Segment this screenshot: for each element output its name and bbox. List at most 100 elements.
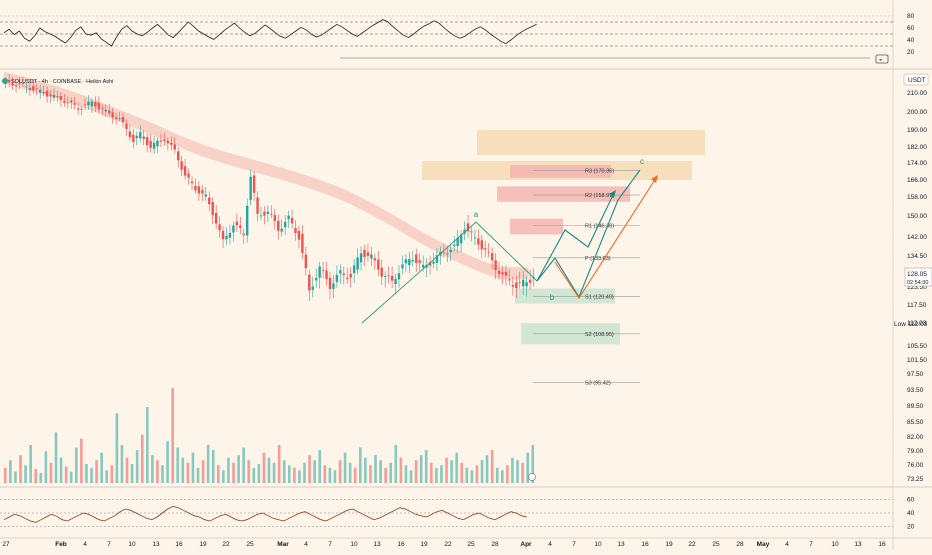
volume-bar xyxy=(110,465,114,483)
volume-bar xyxy=(262,452,266,483)
price-tick-label: 93.50 xyxy=(907,387,924,394)
candle-body xyxy=(73,103,76,105)
volume-bar xyxy=(435,467,438,483)
volume-bar xyxy=(227,457,230,483)
price-panel xyxy=(0,70,893,487)
candle-body xyxy=(156,140,159,147)
candle-body xyxy=(21,82,25,84)
time-tick-label: Mar xyxy=(277,541,289,548)
symbol-line: SOLUSDT · 4h · COINBASE · Heikin Ashi xyxy=(11,79,113,85)
candle-body xyxy=(177,151,180,161)
time-tick-label: 4 xyxy=(785,541,789,548)
oscillator-line xyxy=(3,505,527,523)
candle-body xyxy=(280,228,283,232)
candle-body xyxy=(145,137,149,146)
candle-body xyxy=(394,278,397,285)
candle-body xyxy=(311,286,314,290)
volume-bar xyxy=(130,464,134,483)
candle-body xyxy=(142,136,145,139)
candle-body xyxy=(453,244,456,247)
volume-bar xyxy=(140,434,144,483)
candle-body xyxy=(415,254,418,264)
time-tick-label: 22 xyxy=(688,541,696,548)
price-tick-label: 190.00 xyxy=(907,127,927,134)
time-tick-label: 7 xyxy=(107,541,111,548)
volume-bar xyxy=(156,460,159,483)
volume-bar xyxy=(450,460,453,483)
candle-body xyxy=(432,261,435,264)
candle-body xyxy=(187,173,190,178)
candle-body xyxy=(152,142,156,149)
price-tick-label: 101.50 xyxy=(907,357,927,364)
volume-bar xyxy=(120,445,124,483)
volume-bar xyxy=(531,445,535,483)
price-tick-label: 76.00 xyxy=(907,462,924,469)
time-tick-label: 16 xyxy=(641,541,649,548)
volume-bar xyxy=(369,465,372,483)
candle-body xyxy=(163,139,166,142)
time-tick-label: 25 xyxy=(246,541,254,548)
candle-body xyxy=(225,235,228,240)
last-price-tag: 128.05 02:54:30 xyxy=(904,267,932,287)
low-marker: Low 112.03 xyxy=(894,321,928,328)
volume-bar xyxy=(242,447,245,483)
candle-body xyxy=(149,140,152,148)
candle-body xyxy=(446,253,449,255)
candle-body xyxy=(442,252,446,254)
candle-body xyxy=(18,83,21,84)
candle-body xyxy=(508,279,511,281)
time-tick-label: 27 xyxy=(2,541,10,548)
candle-body xyxy=(228,232,232,238)
resistance-zone xyxy=(510,218,563,235)
rsi-tick-label: 80 xyxy=(907,13,915,20)
currency-badge[interactable]: USDT xyxy=(903,73,929,86)
volume-bar xyxy=(201,460,205,483)
volume-bar xyxy=(353,467,357,483)
candle-body xyxy=(39,89,42,93)
candle-body xyxy=(456,237,459,247)
projection-arrowhead xyxy=(651,175,658,183)
rsi-tick-label: 40 xyxy=(907,37,915,44)
pivot-label: S1 (120.40) xyxy=(585,294,614,300)
volume-bar xyxy=(485,455,489,483)
volume-bar xyxy=(303,462,306,483)
candle-body xyxy=(349,273,352,278)
volume-info-icon[interactable] xyxy=(528,473,536,481)
price-tick-label: 142.00 xyxy=(907,234,927,241)
resistance-zone xyxy=(510,165,611,178)
price-tick-label: 210.00 xyxy=(907,90,927,97)
volume-bar xyxy=(151,455,154,483)
candle-body xyxy=(204,194,207,197)
candle-body xyxy=(473,237,477,239)
volume-bar xyxy=(115,413,119,483)
price-tick-label: 89.50 xyxy=(907,403,924,410)
rsi-tick-label: 60 xyxy=(907,25,915,32)
price-tick-label: 174.00 xyxy=(907,160,927,167)
candle-body xyxy=(90,101,94,107)
volume-bar xyxy=(4,467,7,483)
time-tick-label: 10 xyxy=(350,541,358,548)
volume-bar xyxy=(54,432,58,483)
volume-bar xyxy=(29,445,32,483)
candle-body xyxy=(283,221,287,228)
projection-orange-path xyxy=(554,177,657,300)
candle-body xyxy=(328,277,332,289)
candle-body xyxy=(121,117,125,123)
candle-body xyxy=(101,108,104,110)
candle-body xyxy=(66,102,69,104)
candle-body xyxy=(301,233,304,254)
price-tick-label: 97.50 xyxy=(907,371,924,378)
symbol-header[interactable]: SOLUSDT · 4h · COINBASE · Heikin Ashi xyxy=(2,78,113,85)
candle-body xyxy=(42,92,45,94)
candle-body xyxy=(425,265,428,268)
candle-body xyxy=(273,215,276,221)
volume-bar xyxy=(288,465,291,483)
volume-bar xyxy=(90,467,93,483)
volume-bar xyxy=(237,455,240,483)
time-tick-label: 7 xyxy=(809,541,813,548)
indicator-settings-icon[interactable] xyxy=(875,54,889,64)
candle-body xyxy=(387,275,390,277)
candle-body xyxy=(390,275,394,281)
